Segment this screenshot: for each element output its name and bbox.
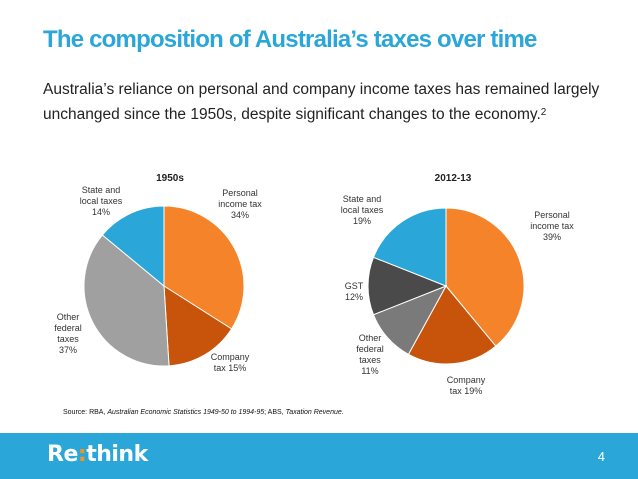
- slice-label-company-tax: Company tax 15%: [211, 352, 250, 373]
- source-middle: ; ABS,: [264, 409, 286, 416]
- slice-label-other-federal-taxes: Other federal taxes 37%: [54, 312, 82, 355]
- logo-part-think: think: [86, 442, 148, 467]
- pie-slice-state-and-local-taxes: [372, 207, 447, 287]
- source-suffix: .: [341, 409, 344, 416]
- pie-slice-company-tax: [407, 285, 497, 365]
- footnote-ref: 2: [540, 107, 547, 118]
- chart-title-1950s: 1950s: [156, 173, 184, 184]
- slice-label-line: Company: [447, 375, 486, 385]
- rethink-logo: Re:think: [47, 442, 148, 467]
- slice-label-line: 37%: [59, 345, 77, 355]
- source-prefix: Source: RBA,: [63, 409, 108, 416]
- slice-label-line: Other: [57, 312, 80, 322]
- slice-label-line: federal: [356, 344, 384, 354]
- slice-label-company-tax: Company tax 19%: [447, 375, 486, 396]
- slice-label-state-and-local-taxes: State and local taxes 14%: [80, 185, 123, 217]
- intro-text: Australia’s reliance on personal and com…: [43, 81, 600, 123]
- slice-label-line: 34%: [231, 210, 249, 220]
- slice-label-line: tax 15%: [214, 363, 247, 373]
- slice-label-line: Company: [211, 352, 250, 362]
- pie-slice-company-tax: [163, 285, 233, 367]
- slice-label-line: federal: [54, 323, 82, 333]
- pie-slice-state-and-local-taxes: [101, 205, 165, 288]
- source-title-rba: Australian Economic Statistics 1949-50 t…: [107, 409, 265, 416]
- slice-label-state-and-local-taxes: State and local taxes 19%: [341, 194, 384, 226]
- slide-title: The composition of Australia’s taxes ove…: [43, 26, 537, 53]
- slice-label-line: 14%: [92, 207, 110, 217]
- slice-label-line: income tax: [218, 199, 262, 209]
- slice-label-personal-income-tax: Personal income tax 39%: [530, 210, 574, 242]
- slice-label-line: tax 19%: [450, 386, 483, 396]
- slice-label-line: taxes: [57, 334, 79, 344]
- pie-charts: 1950s Personal income tax 34%Company tax 15…: [54, 173, 575, 396]
- intro-paragraph: Australia’s reliance on personal and com…: [43, 77, 613, 127]
- slice-label-line: local taxes: [80, 196, 123, 206]
- logo-part-re: Re: [47, 442, 78, 467]
- slice-label-line: State and: [343, 194, 382, 204]
- page-number: 4: [597, 449, 605, 464]
- source-title-abs: Taxation Revenue: [285, 409, 342, 416]
- source-note: Source: RBA, Australian Economic Statist…: [63, 409, 344, 416]
- logo-colon: :: [77, 442, 87, 467]
- slice-label-line: 11%: [361, 366, 378, 376]
- slice-label-line: Personal: [534, 210, 570, 220]
- pie-chart-1950s: 1950s Personal income tax 34% Company tax 15…: [54, 173, 262, 373]
- slice-label-line: Other: [359, 333, 382, 343]
- slice-label-line: Personal: [222, 188, 258, 198]
- slice-label-line: 39%: [543, 232, 561, 242]
- pie-chart-2012-13: 2012-13 Personal income tax 39% Company tax …: [341, 173, 575, 396]
- slice-label-line: 12%: [345, 292, 363, 302]
- slice-label-other-federal-taxes: Other federal taxes 11%: [356, 333, 384, 376]
- slice-label-personal-income-tax: Personal income tax 34%: [218, 188, 262, 220]
- footer-bar: Re:think 4: [0, 433, 638, 479]
- pie-slice-other-federal-taxes: [83, 234, 170, 367]
- slice-label-line: local taxes: [341, 205, 384, 215]
- chart-title-2012-13: 2012-13: [435, 173, 472, 184]
- slice-label-gst: GST 12%: [345, 281, 364, 302]
- pie-slice-personal-income-tax: [445, 207, 525, 347]
- slice-label-line: State and: [82, 185, 121, 195]
- slice-label-line: income tax: [530, 221, 574, 231]
- slice-label-line: taxes: [359, 355, 381, 365]
- slice-label-line: GST: [345, 281, 364, 291]
- slice-label-line: 19%: [353, 216, 371, 226]
